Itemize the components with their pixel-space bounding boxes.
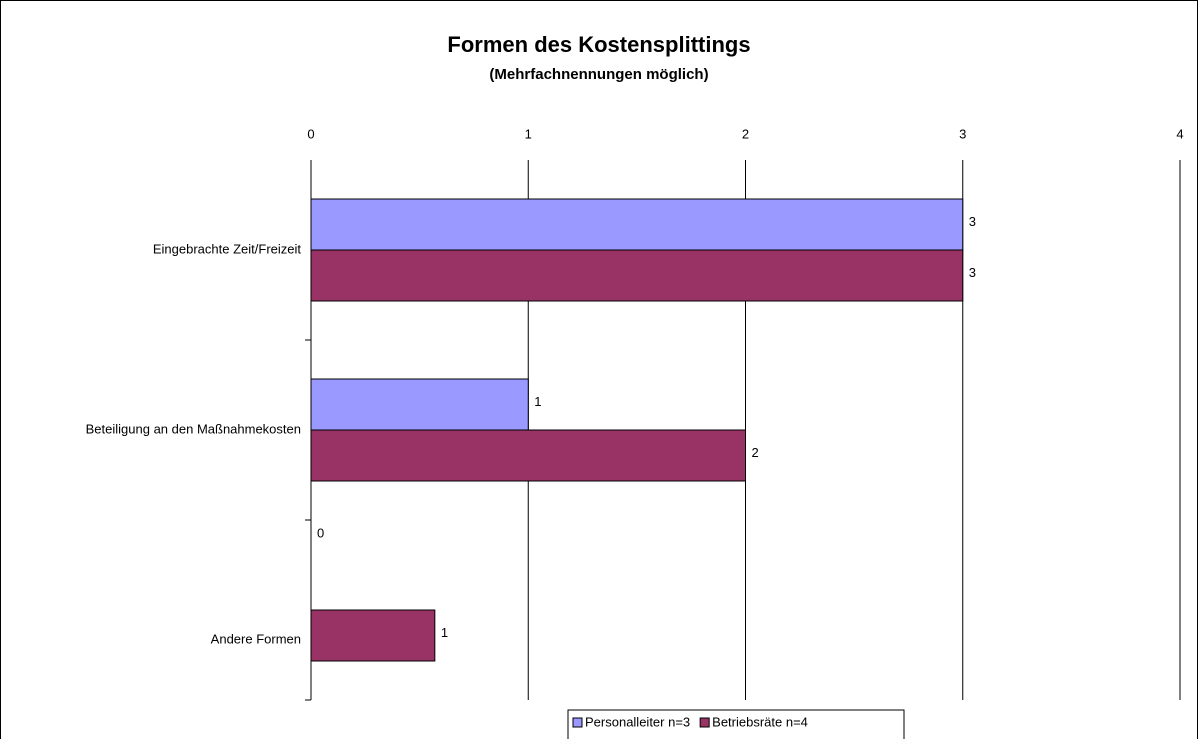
bar bbox=[310, 429, 746, 482]
data-label: 1 bbox=[441, 625, 448, 640]
x-tick-label: 4 bbox=[1176, 126, 1183, 141]
legend-swatch bbox=[572, 717, 583, 728]
legend-label: Personalleiter n=3 bbox=[585, 714, 690, 729]
x-tick-label: 1 bbox=[525, 126, 532, 141]
bar bbox=[310, 198, 964, 251]
y-tick-label: Eingebrachte Zeit/Freizeit bbox=[153, 241, 302, 256]
legend-swatch bbox=[699, 717, 710, 728]
y-tick-label: Andere Formen bbox=[211, 631, 301, 646]
y-tick-label: Beteiligung an den Maßnahmekosten bbox=[86, 421, 301, 436]
x-tick-label: 2 bbox=[742, 126, 749, 141]
data-label: 0 bbox=[317, 525, 324, 540]
bar bbox=[310, 609, 436, 662]
bar bbox=[310, 249, 964, 302]
x-tick-label: 3 bbox=[959, 126, 966, 141]
data-label: 2 bbox=[752, 445, 759, 460]
chart-subtitle: (Mehrfachnennungen möglich) bbox=[489, 66, 708, 83]
data-label: 3 bbox=[969, 265, 976, 280]
data-label: 3 bbox=[969, 214, 976, 229]
legend-label: Betriebsräte n=4 bbox=[712, 714, 808, 729]
x-tick-label: 0 bbox=[307, 126, 314, 141]
bar bbox=[310, 378, 529, 431]
data-label: 1 bbox=[534, 394, 541, 409]
chart-title: Formen des Kostensplittings bbox=[447, 32, 750, 57]
legend-box bbox=[567, 709, 905, 739]
